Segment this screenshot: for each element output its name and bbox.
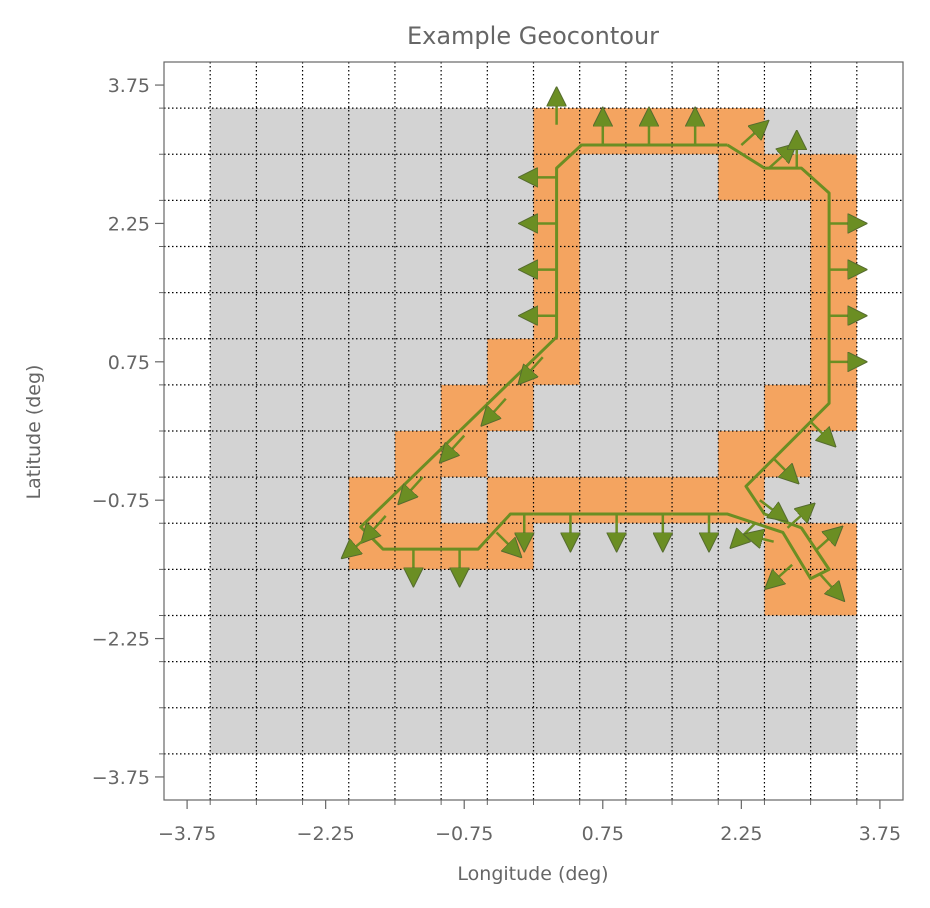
x-tick-label: 0.75 [582, 823, 624, 845]
normal-arrow [774, 563, 793, 582]
contour-cell [810, 154, 857, 201]
normal-arrow [772, 457, 791, 476]
x-tick-label: 2.25 [720, 823, 762, 845]
y-axis-label: Latitude (deg) [23, 365, 45, 500]
normal-arrow [786, 511, 806, 529]
contour-cell [394, 523, 442, 570]
y-tick-label: −2.25 [92, 629, 150, 651]
contour-cell [810, 523, 857, 570]
normal-arrow [740, 128, 759, 146]
normal-arrow [448, 434, 466, 454]
y-tick-label: −3.75 [92, 767, 150, 789]
contour-cell [764, 569, 811, 616]
y-tick-label: 2.25 [108, 213, 150, 235]
contour-cell [718, 477, 765, 524]
contour-cell [487, 477, 534, 524]
normal-arrow [369, 515, 387, 534]
normal-arrow [814, 534, 833, 552]
contour-cell [487, 338, 534, 385]
x-tick-label: −2.25 [297, 823, 355, 845]
x-tick-label: 3.75 [859, 823, 901, 845]
contour-cell [441, 384, 488, 431]
y-tick-label: 3.75 [108, 75, 150, 97]
contour-cell [764, 384, 811, 431]
x-tick-label: −0.75 [435, 823, 493, 845]
contour-cell [764, 431, 811, 478]
contour-cell [764, 154, 811, 201]
contour-cell [672, 477, 719, 524]
normal-arrow [489, 397, 507, 417]
contour-cell [579, 477, 626, 524]
contour-cell [625, 477, 673, 524]
x-axis-label: Longitude (deg) [457, 863, 608, 885]
normal-arrow [759, 499, 778, 514]
y-tick-label: 0.75 [108, 352, 150, 374]
chart-title: Example Geocontour [407, 22, 659, 50]
plot-area: −3.75 −2.25 −0.75 0.75 2.25 3.75 −3.75 −2.25 −0.… [92, 61, 904, 845]
contour-cell [718, 154, 765, 201]
contour-cell [487, 384, 534, 431]
x-tick-label: −3.75 [158, 823, 216, 845]
contour-cell [810, 384, 857, 431]
normal-arrow [768, 151, 787, 170]
normal-arrow [351, 536, 369, 551]
normal-arrow [526, 356, 544, 375]
normal-arrow [495, 531, 514, 549]
contour-cell [533, 477, 580, 524]
normal-arrow [755, 537, 774, 542]
y-tick-label: −0.75 [92, 490, 150, 512]
normal-arrow [406, 476, 424, 495]
contour-cell [718, 431, 765, 478]
normal-arrow [818, 573, 837, 592]
contour-cell [533, 338, 580, 385]
normal-arrow [809, 420, 828, 439]
